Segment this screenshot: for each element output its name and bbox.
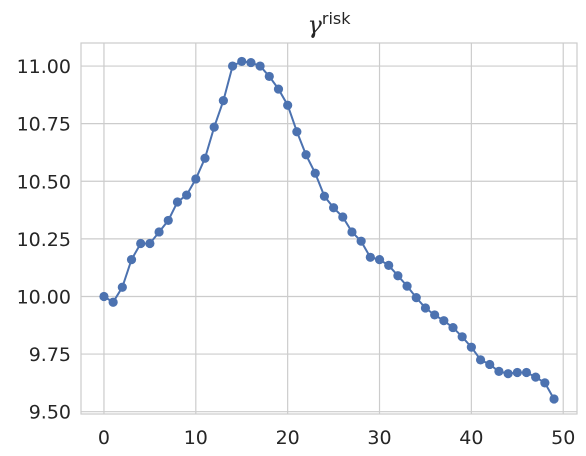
data-point bbox=[365, 252, 375, 262]
x-tick-labels: 0 10 20 30 40 50 bbox=[98, 427, 575, 449]
chart-title-superscript: risk bbox=[322, 9, 351, 28]
x-tick-label: 20 bbox=[276, 427, 300, 449]
data-point bbox=[466, 342, 476, 352]
x-tick-label: 10 bbox=[184, 427, 208, 449]
data-point bbox=[384, 260, 394, 270]
data-point bbox=[99, 291, 109, 302]
y-tick-label: 10.50 bbox=[17, 171, 71, 193]
data-point bbox=[494, 366, 504, 376]
data-point bbox=[402, 281, 412, 291]
x-tick-label: 30 bbox=[367, 427, 391, 449]
data-point bbox=[136, 238, 146, 249]
data-point bbox=[200, 153, 210, 163]
data-point bbox=[430, 310, 440, 320]
data-point bbox=[531, 372, 541, 382]
y-tick-label: 10.75 bbox=[17, 114, 71, 136]
x-tick-label: 0 bbox=[98, 427, 110, 449]
data-point bbox=[475, 355, 486, 365]
y-tick-label: 10.00 bbox=[17, 286, 71, 308]
data-point bbox=[108, 297, 118, 307]
data-point bbox=[439, 316, 449, 326]
data-point bbox=[420, 303, 431, 313]
grid bbox=[81, 43, 577, 414]
data-point bbox=[549, 394, 559, 404]
data-point bbox=[246, 57, 256, 68]
data-point bbox=[145, 238, 155, 249]
plot-frame bbox=[80, 42, 578, 415]
y-tick-label: 10.25 bbox=[17, 229, 71, 251]
y-tick-label: 9.50 bbox=[29, 402, 71, 424]
data-point bbox=[117, 282, 127, 292]
data-point bbox=[218, 96, 228, 106]
y-tick-label: 11.00 bbox=[17, 56, 71, 78]
data-point bbox=[264, 71, 274, 82]
data-point bbox=[347, 227, 357, 237]
data-point bbox=[301, 150, 311, 160]
y-tick-label: 9.75 bbox=[29, 344, 71, 366]
data-point bbox=[283, 100, 293, 110]
data-points bbox=[99, 56, 559, 404]
data-point bbox=[512, 367, 522, 378]
data-point bbox=[154, 227, 164, 237]
data-point bbox=[227, 61, 238, 71]
data-point bbox=[485, 359, 495, 370]
data-point bbox=[172, 197, 183, 207]
series-line bbox=[103, 60, 555, 400]
y-tick-labels: 9.50 9.75 10.00 10.25 10.50 10.75 11.00 bbox=[17, 56, 71, 424]
data-point bbox=[255, 61, 265, 71]
data-point bbox=[540, 378, 550, 388]
data-point bbox=[163, 215, 173, 226]
x-tick-label: 50 bbox=[551, 427, 575, 449]
data-point bbox=[292, 127, 302, 137]
data-point bbox=[126, 255, 137, 265]
data-point bbox=[503, 369, 513, 379]
data-point bbox=[310, 168, 320, 178]
data-point bbox=[393, 271, 403, 281]
x-tick-label: 40 bbox=[459, 427, 483, 449]
data-point bbox=[328, 203, 339, 213]
data-point bbox=[273, 84, 284, 94]
data-point bbox=[374, 255, 385, 265]
data-point bbox=[448, 322, 458, 333]
chart-title-symbol: γ bbox=[308, 11, 323, 39]
data-point bbox=[237, 56, 247, 67]
data-point bbox=[411, 293, 421, 303]
data-point bbox=[457, 332, 467, 342]
data-point bbox=[356, 236, 366, 246]
data-point bbox=[319, 191, 330, 201]
data-point bbox=[521, 367, 532, 378]
data-point bbox=[338, 212, 348, 222]
data-point bbox=[191, 174, 201, 184]
data-point bbox=[209, 122, 219, 132]
chart-title: γrisk bbox=[308, 9, 352, 39]
data-point bbox=[182, 190, 192, 200]
